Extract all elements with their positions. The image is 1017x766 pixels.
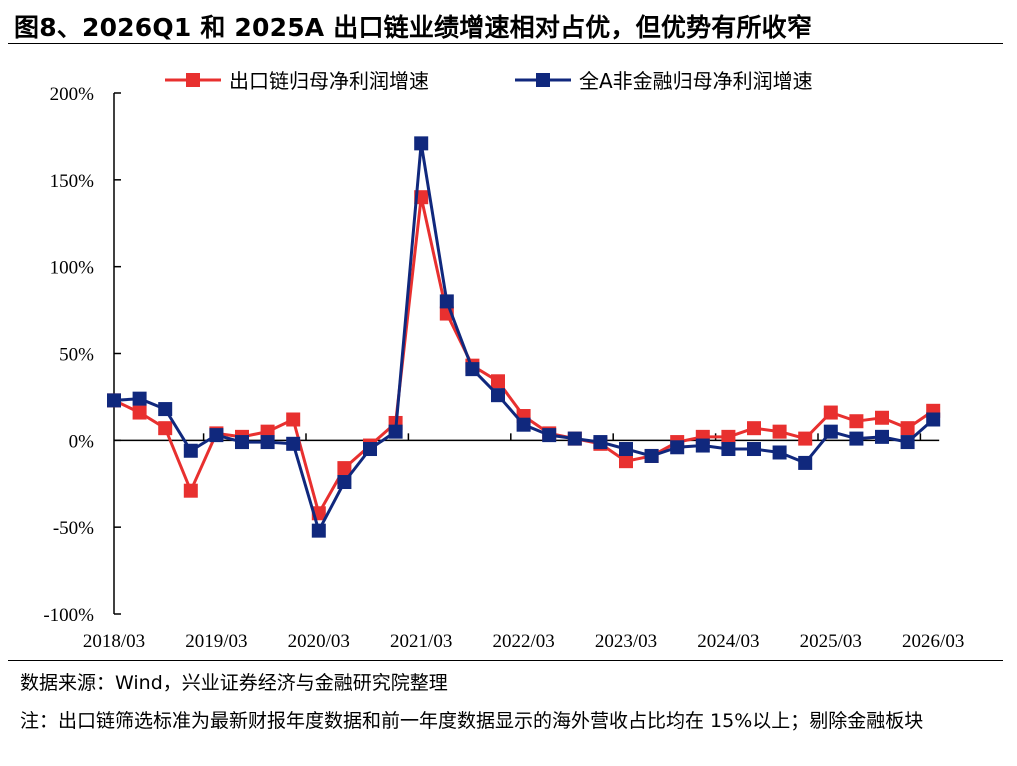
data-point [670, 440, 685, 455]
data-source: 数据来源：Wind，兴业证券经济与金融研究院整理 [20, 672, 448, 694]
x-tick-label: 2024/03 [697, 631, 759, 652]
data-point [132, 391, 147, 406]
data-point [849, 414, 864, 429]
x-tick-label: 2020/03 [288, 631, 350, 652]
legend-label: 出口链归母净利润增速 [229, 69, 429, 93]
data-point [363, 442, 377, 457]
data-point [772, 445, 787, 460]
data-point [567, 431, 582, 446]
data-point [619, 454, 633, 469]
figure-title: 图8、2026Q1 和 2025A 出口链业绩增速相对占优，但优势有所收窄 [14, 13, 813, 42]
y-tick-label: 0% [69, 431, 95, 452]
data-point [619, 442, 633, 457]
chart-axes: -100% -50% 0% 50% 100% 150% 200% 2018/03 2019/03… [43, 84, 964, 652]
series-2 [107, 136, 941, 538]
data-point [823, 405, 838, 420]
data-point [388, 424, 403, 439]
data-point [900, 421, 915, 436]
x-tick-label: 2026/03 [902, 631, 964, 652]
data-point [900, 435, 915, 450]
title-divider [8, 43, 1003, 44]
data-point [183, 483, 198, 498]
data-point [721, 442, 736, 457]
legend-item-1: 出口链归母净利润增速 [165, 69, 429, 93]
data-point [439, 294, 454, 309]
legend-swatch-marker [536, 73, 550, 87]
legend-swatch-marker [186, 73, 200, 87]
footnote: 注：出口链筛选标准为最新财报年度数据和前一年度数据显示的海外营收占比均在 15%… [20, 710, 924, 732]
data-point [158, 402, 173, 417]
data-point [107, 393, 121, 408]
plot-area [107, 136, 941, 538]
data-point [491, 374, 505, 389]
data-point [414, 136, 429, 151]
x-tick-label: 2018/03 [83, 631, 145, 652]
y-tick-label: 50% [59, 345, 94, 366]
data-point [747, 421, 761, 436]
data-point [695, 438, 710, 453]
series-line [113, 141, 935, 533]
data-point [491, 388, 505, 403]
x-tick-label: 2021/03 [390, 631, 452, 652]
data-point [849, 431, 864, 446]
data-point [132, 405, 147, 420]
y-tick-label: -100% [43, 605, 94, 626]
x-tick-label: 2023/03 [595, 631, 657, 652]
x-tick-label: 2022/03 [492, 631, 554, 652]
data-point [747, 442, 761, 457]
legend-label: 全A非金融归母净利润增速 [579, 69, 813, 93]
data-point [798, 431, 813, 446]
data-point [721, 429, 736, 444]
data-point [311, 523, 326, 538]
data-point [235, 435, 249, 450]
data-point [286, 436, 301, 451]
x-tick-label: 2025/03 [800, 631, 862, 652]
data-point [260, 435, 275, 450]
data-point [209, 428, 224, 443]
data-point [875, 410, 889, 425]
x-tick-label: 2019/03 [185, 631, 247, 652]
legend-item-2: 全A非金融归母净利润增速 [515, 69, 813, 93]
data-point [183, 443, 198, 458]
line-chart: -100% -50% 0% 50% 100% 150% 200% 2018/03 2019/03… [43, 69, 964, 652]
data-point [337, 461, 352, 476]
data-point [286, 412, 301, 427]
data-point [593, 435, 608, 450]
data-point [875, 429, 889, 444]
data-point [772, 424, 787, 439]
data-point [798, 455, 813, 470]
data-point [516, 417, 531, 432]
data-point [465, 362, 480, 377]
y-tick-label: 200% [50, 84, 95, 105]
series-1 [107, 190, 941, 521]
chart-legend: 出口链归母净利润增速 全A非金融归母净利润增速 [165, 69, 813, 93]
data-point [823, 424, 838, 439]
data-point [542, 428, 557, 443]
data-point [158, 421, 173, 436]
data-point [644, 448, 659, 463]
data-point [926, 412, 941, 427]
y-tick-label: 150% [50, 171, 95, 192]
y-tick-label: -50% [53, 518, 94, 539]
data-point [337, 475, 352, 490]
footer-divider [8, 660, 1003, 661]
y-tick-label: 100% [50, 258, 95, 279]
